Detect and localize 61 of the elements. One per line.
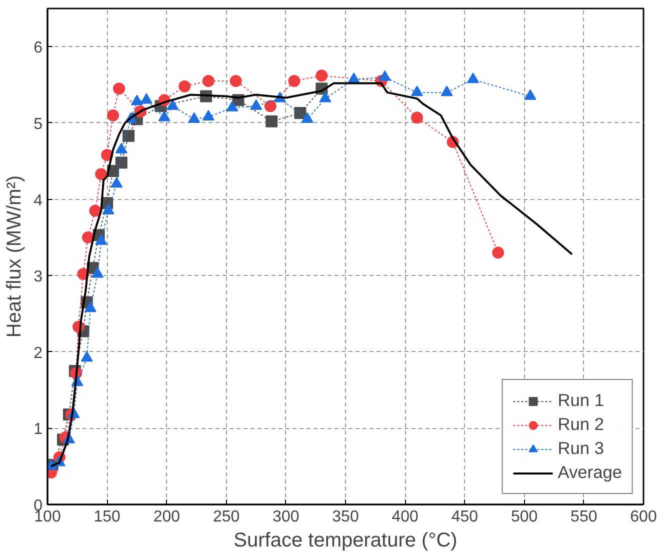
point [82, 231, 94, 244]
point [95, 168, 108, 180]
point [115, 156, 128, 169]
point [467, 72, 480, 84]
x-tick-label: 600 [630, 508, 657, 526]
point [113, 82, 126, 95]
point [110, 177, 123, 188]
x-tick-label: 550 [570, 508, 598, 526]
x-tick-label: 350 [332, 508, 359, 526]
point [440, 86, 453, 96]
y-tick-label: 4 [34, 192, 43, 210]
y-tick-label: 2 [34, 344, 43, 362]
point [264, 100, 276, 112]
legend-label: Average [558, 462, 622, 483]
point [130, 94, 143, 106]
point [230, 75, 242, 87]
y-tick-label: 5 [34, 116, 43, 133]
point [166, 99, 179, 110]
point [411, 112, 424, 124]
point [492, 246, 504, 259]
point [115, 142, 128, 154]
x-tick-label: 250 [212, 508, 240, 526]
y-tick-label: 1 [34, 421, 43, 438]
legend-label: Run 3 [558, 438, 604, 459]
x-axis-title: Surface temperature (°C) [234, 530, 458, 552]
point [294, 107, 306, 120]
point [226, 100, 238, 112]
point [250, 99, 262, 110]
point [107, 109, 120, 122]
point [411, 86, 424, 96]
point [102, 204, 114, 214]
point [301, 112, 314, 123]
y-tick-label: 6 [34, 40, 43, 57]
x-tick-label: 300 [272, 508, 300, 526]
legend-label: Run 2 [558, 414, 604, 435]
point [84, 302, 96, 312]
x-tick-label: 500 [510, 508, 538, 526]
point [202, 110, 214, 121]
x-tick-label: 150 [94, 508, 121, 526]
x-tick-label: 400 [392, 508, 419, 526]
point [122, 130, 135, 142]
y-axis-title: Heat flux (MW/m²) [4, 175, 26, 338]
point [89, 204, 102, 217]
point [319, 92, 332, 102]
point [95, 234, 108, 245]
point [202, 75, 214, 87]
point [378, 70, 391, 81]
point [316, 70, 328, 82]
point [188, 112, 200, 123]
x-tick-label: 450 [451, 508, 478, 526]
point [266, 115, 278, 128]
point [158, 110, 170, 122]
point [80, 351, 93, 362]
point [178, 80, 191, 92]
point [524, 89, 536, 100]
legend-label: Run 1 [558, 390, 604, 411]
point [288, 75, 300, 87]
x-tick-label: 200 [153, 508, 180, 526]
point [92, 267, 104, 278]
y-tick-label: 3 [34, 268, 43, 286]
point [140, 93, 152, 104]
